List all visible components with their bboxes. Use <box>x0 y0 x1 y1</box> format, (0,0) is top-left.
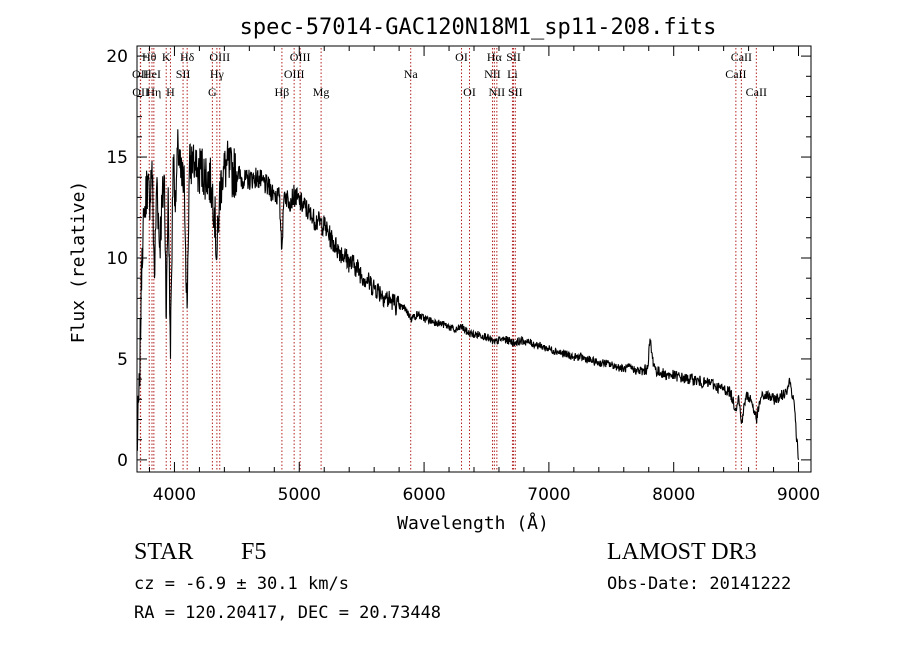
line-label-5: K <box>162 50 171 64</box>
line-label-7: H <box>166 85 175 99</box>
line-label-20: NII <box>484 67 501 81</box>
line-label-23: Li <box>507 67 518 81</box>
line-label-11: G <box>208 85 217 99</box>
obs-date: Obs-Date: 20141222 <box>607 574 792 594</box>
line-label-27: CaII <box>746 85 767 99</box>
line-label-17: OI <box>455 50 468 64</box>
object-subclass: F5 <box>241 539 267 565</box>
spectrum-series <box>136 129 800 461</box>
x-tick-label-4: 8000 <box>652 485 695 505</box>
line-label-12: OIII <box>290 50 311 64</box>
x-tick-label-2: 6000 <box>402 485 445 505</box>
line-label-26: CaII <box>725 67 746 81</box>
coordinates-text: RA = 120.20417, DEC = 20.73448 <box>134 603 442 623</box>
line-label-1: OII <box>132 67 149 81</box>
y-tick-label-1: 5 <box>117 350 128 370</box>
y-tick-label-4: 20 <box>106 47 128 67</box>
y-tick-label-2: 10 <box>106 249 128 269</box>
x-axis: 4000 5000 6000 7000 8000 9000 <box>148 46 820 505</box>
survey-name: LAMOST DR3 <box>607 539 757 565</box>
line-label-10: Hγ <box>210 67 225 81</box>
line-label-2: OII <box>132 85 149 99</box>
chart-title: spec-57014-GAC120N18M1_sp11-208.fits <box>240 15 717 40</box>
line-label-19: Hα <box>487 50 503 64</box>
x-axis-label: Wavelength (Å) <box>397 512 549 534</box>
plot-frame <box>136 45 812 473</box>
line-label-14: Hβ <box>275 85 290 99</box>
x-tick-label-1: 5000 <box>278 485 321 505</box>
x-tick-label-5: 9000 <box>777 485 820 505</box>
line-label-22: SII <box>506 50 521 64</box>
y-axis: 0 5 10 15 20 <box>106 47 811 471</box>
spectral-line-markers <box>139 48 757 471</box>
y-tick-label-0: 0 <box>117 451 128 471</box>
line-label-16: Na <box>404 67 419 81</box>
x-tick-label-3: 7000 <box>527 485 570 505</box>
line-label-8: Hδ <box>180 50 195 64</box>
line-label-21: NII <box>489 85 506 99</box>
y-tick-label-3: 15 <box>106 148 128 168</box>
line-label-3: HeI <box>143 67 161 81</box>
line-label-0: Hθ <box>142 50 157 64</box>
object-class: STAR <box>134 539 194 565</box>
line-label-15: Mg <box>313 85 330 99</box>
line-label-4: Hη <box>146 85 161 99</box>
y-axis-label: Flux (relative) <box>68 181 89 344</box>
line-label-13: OIII <box>284 67 305 81</box>
line-label-25: CaII <box>731 50 752 64</box>
redshift-text: cz = -6.9 ± 30.1 km/s <box>134 574 349 594</box>
line-label-18: OI <box>463 85 476 99</box>
line-label-24: SII <box>508 85 523 99</box>
line-label-6: SII <box>176 67 191 81</box>
x-tick-label-0: 4000 <box>153 485 196 505</box>
line-label-9: OIII <box>209 50 230 64</box>
